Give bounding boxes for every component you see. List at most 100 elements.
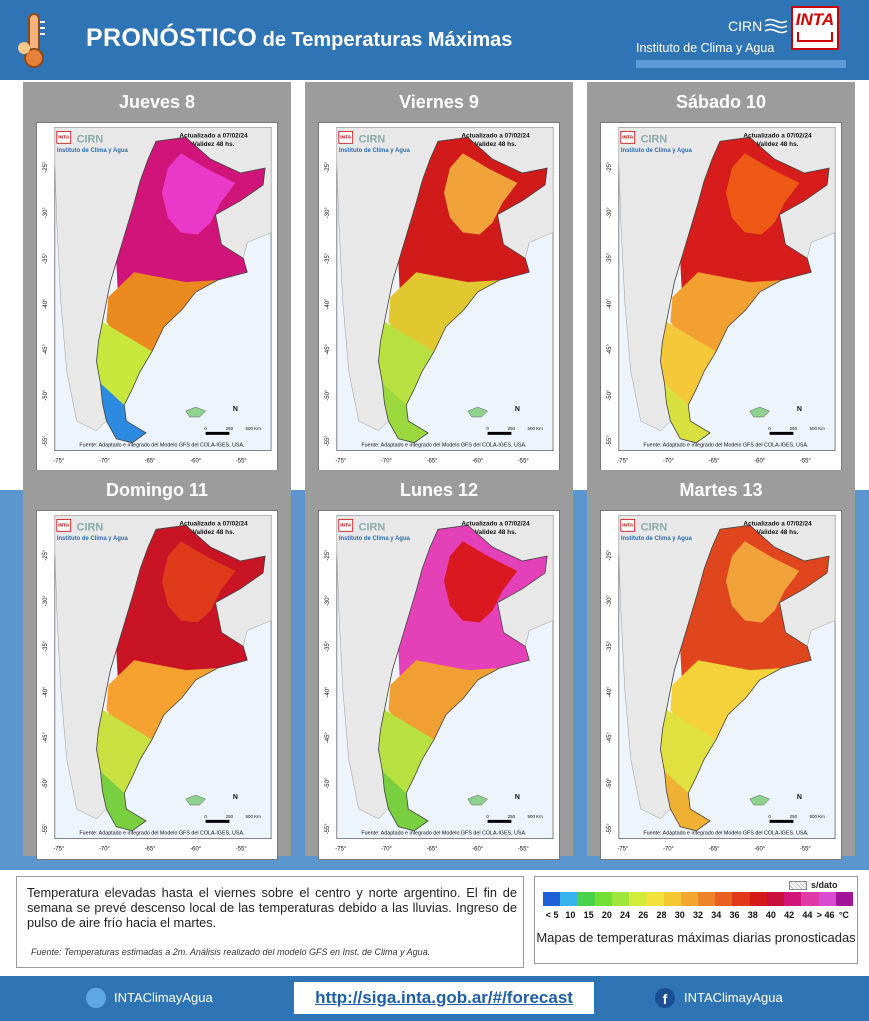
north-arrow: N xyxy=(515,794,520,801)
title-main: PRONÓSTICO xyxy=(86,24,258,52)
temperature-zone xyxy=(382,771,429,831)
map-inta-logo xyxy=(338,130,354,144)
lon-tick-label: -55° xyxy=(236,459,248,465)
inta-logo: INTA xyxy=(791,6,839,50)
facebook-icon[interactable]: f xyxy=(655,988,675,1008)
legend-swatch xyxy=(697,892,716,906)
north-arrow: N xyxy=(233,794,238,801)
lat-tick-label: -35° xyxy=(43,252,49,264)
lon-tick-label: -60° xyxy=(754,847,766,853)
temperature-zone xyxy=(660,321,717,406)
twitter-handle[interactable]: INTAClimayAgua xyxy=(114,990,213,1005)
country-outline xyxy=(96,136,266,444)
lat-tick-label: -25° xyxy=(325,161,331,173)
twitter-icon[interactable] xyxy=(86,988,106,1008)
scale-label: 250 xyxy=(790,426,798,431)
scale-label: 0 xyxy=(768,814,771,819)
lon-tick-label: -75° xyxy=(335,847,347,853)
lon-tick-label: -70° xyxy=(381,459,393,465)
country-outline xyxy=(660,136,830,444)
map-inta-logo xyxy=(56,518,72,532)
scale-bar xyxy=(205,819,230,823)
lat-tick-label: -25° xyxy=(43,161,49,173)
legend-swatch xyxy=(543,892,561,906)
forecast-map: INTA CIRN Instituto de Clima y Agua Actuali… xyxy=(600,510,842,860)
instituto-label: Instituto de Clima y Agua xyxy=(636,41,775,55)
no-data-label: s/dato xyxy=(811,880,838,890)
map-updated: Actualizado a 07/02/24 xyxy=(179,132,248,139)
legend-swatch xyxy=(611,892,630,906)
header-accent-bar xyxy=(636,60,846,68)
lat-tick-label: -40° xyxy=(43,686,49,698)
temperature-zone xyxy=(378,709,435,794)
map-inta-logo xyxy=(620,130,636,144)
description-text: Temperatura elevadas hasta el viernes so… xyxy=(27,885,517,930)
lon-tick-label: -70° xyxy=(663,459,675,465)
thermometer-icon xyxy=(18,13,45,68)
temperature-zone xyxy=(96,709,153,794)
lat-tick-label: -50° xyxy=(325,389,331,401)
map-inta-text: INTA xyxy=(340,522,352,528)
map-cirn: CIRN xyxy=(77,133,104,145)
legend-tick: < 5 xyxy=(545,910,559,920)
map-cirn: CIRN xyxy=(641,133,668,145)
lat-tick-label: -40° xyxy=(607,298,613,310)
scale-label: 250 xyxy=(508,426,516,431)
lon-tick-label: -75° xyxy=(617,847,629,853)
north-arrow: N xyxy=(233,406,238,413)
map-source: Fuente: Adaptado e integrado del Modelo … xyxy=(79,443,244,449)
legend-color-bar xyxy=(543,892,853,906)
legend-tick: 38 xyxy=(747,910,758,920)
lon-tick-label: -65° xyxy=(145,459,157,465)
map-validity: Validez 48 hs. xyxy=(193,141,235,148)
malvinas-islands xyxy=(749,794,770,806)
lat-tick-label: -45° xyxy=(43,731,49,743)
lat-tick-label: -55° xyxy=(607,435,613,447)
map-svg: INTA CIRN Instituto de Clima y Agua Actuali… xyxy=(43,515,272,853)
lat-tick-label: -35° xyxy=(325,640,331,652)
lat-tick-label: -50° xyxy=(43,389,49,401)
map-inta-text: INTA xyxy=(340,134,352,140)
scale-label: 500 Km xyxy=(810,426,826,431)
lat-tick-label: -45° xyxy=(325,343,331,355)
map-source: Fuente: Adaptado e integrado del Modelo … xyxy=(361,831,526,837)
lat-tick-label: -55° xyxy=(607,823,613,835)
scale-bar xyxy=(205,431,230,435)
map-instituto: Instituto de Clima y Agua xyxy=(621,148,693,154)
forecast-link[interactable]: http://siga.inta.gob.ar/#/forecast xyxy=(315,988,573,1007)
lat-tick-label: -55° xyxy=(43,435,49,447)
legend-tick: 15 xyxy=(583,910,594,920)
malvinas-islands xyxy=(467,406,488,418)
facebook-handle[interactable]: INTAClimayAgua xyxy=(684,990,783,1005)
map-inta-logo xyxy=(56,130,72,144)
lon-tick-label: -75° xyxy=(53,459,65,465)
scale-label: 500 Km xyxy=(246,426,262,431)
legend-tick: 32 xyxy=(692,910,703,920)
scale-bar xyxy=(487,431,512,435)
country-outline xyxy=(660,524,830,832)
legend-swatch xyxy=(663,892,681,906)
panel-day-title: Viernes 9 xyxy=(399,92,479,112)
legend-tick: 20 xyxy=(601,910,612,920)
legend-swatch xyxy=(715,892,733,906)
temperature-zone xyxy=(378,321,435,406)
lat-tick-label: -25° xyxy=(607,549,613,561)
description-note: Fuente: Temperaturas estimadas a 2m. Aná… xyxy=(31,947,431,957)
lat-tick-label: -30° xyxy=(43,595,49,607)
forecast-panel: Lunes 12 INTA CIRN Instituto de Clima y Agu… xyxy=(305,470,573,860)
forecast-panel: Domingo 11 INTA CIRN Instituto de Clima y A… xyxy=(23,470,291,860)
scale-label: 250 xyxy=(508,814,516,819)
lat-tick-label: -35° xyxy=(43,640,49,652)
page-title: PRONÓSTICO de Temperaturas Máximas xyxy=(86,24,512,53)
forecast-link-box[interactable]: http://siga.inta.gob.ar/#/forecast xyxy=(294,982,594,1014)
north-arrow: N xyxy=(797,406,802,413)
lat-tick-label: -40° xyxy=(325,298,331,310)
legend-swatch xyxy=(629,892,647,906)
panel-day-title: Martes 13 xyxy=(679,480,763,500)
lon-tick-label: -65° xyxy=(709,847,721,853)
scale-label: 0 xyxy=(204,814,207,819)
map-source: Fuente: Adaptado e integrado del Modelo … xyxy=(361,443,526,449)
inta-logo-text: INTA xyxy=(795,10,835,29)
lat-tick-label: -30° xyxy=(43,207,49,219)
temperature-zone xyxy=(100,383,147,443)
